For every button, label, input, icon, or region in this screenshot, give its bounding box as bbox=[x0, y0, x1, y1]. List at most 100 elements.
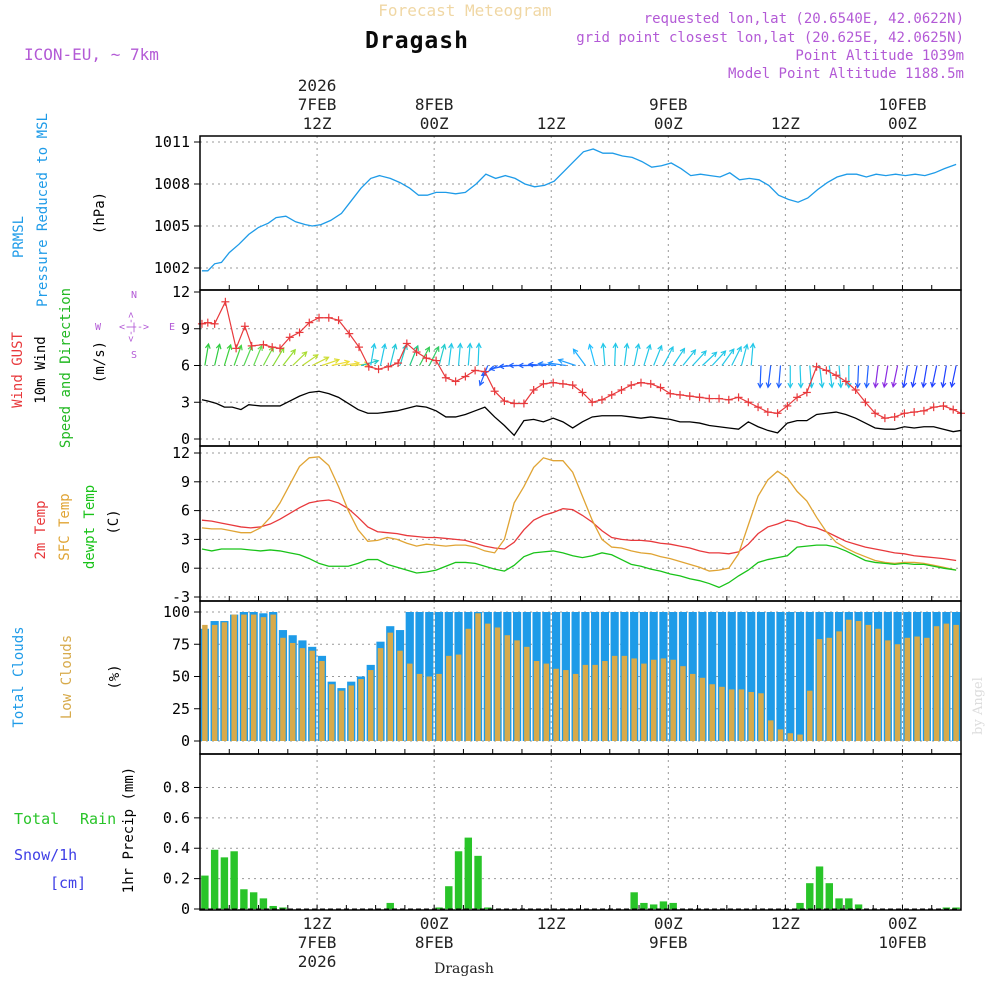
wind-arrow-52 bbox=[711, 350, 727, 366]
wind-arrow-shaft-24 bbox=[438, 344, 446, 366]
wind-arrow-head-53 bbox=[728, 348, 735, 355]
temperature-ylabel-0: -3 bbox=[172, 588, 190, 606]
wind-arrow-shaft-14 bbox=[341, 362, 360, 367]
wind-label-10m: 10m Wind bbox=[33, 336, 49, 403]
wind-arrow-head-71 bbox=[891, 381, 897, 389]
gust-marker-12 bbox=[305, 318, 314, 327]
wind-arrow-shaft-2 bbox=[223, 344, 232, 366]
rain-bar-48 bbox=[669, 902, 677, 909]
low-cloud-bar-61 bbox=[797, 734, 803, 741]
rain-bar-8 bbox=[279, 907, 287, 909]
wind-arrow-77 bbox=[949, 365, 957, 389]
gust-marker-46 bbox=[636, 378, 645, 387]
low-cloud-bar-39 bbox=[582, 664, 589, 741]
wind-panel: 0 3 6 9 12 bbox=[172, 283, 965, 448]
wind-arrow-shaft-35 bbox=[528, 363, 547, 367]
wind-arrow-shaft-19 bbox=[389, 344, 397, 366]
wind-arrow-shaft-70 bbox=[883, 365, 889, 388]
wind-arrow-16 bbox=[360, 359, 380, 367]
top-tick-label-1-1: 00Z bbox=[420, 114, 449, 133]
gust-marker-69 bbox=[861, 398, 870, 407]
wind-arrow-head-13 bbox=[344, 359, 351, 366]
rain-bar-26 bbox=[454, 851, 463, 909]
wind-arrow-head-39 bbox=[572, 348, 579, 355]
wind-arrow-head-50 bbox=[701, 350, 707, 357]
pressure-panel: 1002 1005 1008 1011 bbox=[154, 133, 962, 291]
rain-bar-3 bbox=[230, 851, 238, 909]
rain-bar-19 bbox=[386, 902, 394, 909]
wind-arrow-38 bbox=[557, 358, 576, 367]
gust-marker-64 bbox=[812, 362, 821, 371]
wind-arrow-head-56 bbox=[749, 342, 756, 349]
low-cloud-bar-21 bbox=[407, 663, 413, 741]
low-cloud-bar-24 bbox=[436, 673, 442, 741]
gust-marker-29 bbox=[471, 366, 480, 375]
low-cloud-bar-57 bbox=[758, 693, 764, 741]
wind-arrow-head-27 bbox=[466, 342, 473, 349]
low-cloud-bar-31 bbox=[504, 635, 511, 741]
total-cloud-bar-59 bbox=[776, 612, 785, 741]
wind-arrow-1 bbox=[214, 343, 222, 366]
gust-marker-18 bbox=[364, 362, 373, 371]
low-cloud-bar-77 bbox=[953, 624, 959, 741]
gust-marker-26 bbox=[441, 373, 450, 382]
wind-arrow-head-10 bbox=[312, 354, 319, 360]
compass-cross: <-|-> bbox=[119, 322, 149, 333]
precip-ylabel-0: 0 bbox=[181, 900, 190, 918]
wind-arrow-head-9 bbox=[301, 351, 308, 357]
low-cloud-bar-9 bbox=[289, 642, 296, 741]
total-cloud-bar-58 bbox=[766, 612, 775, 741]
wind-arrow-shaft-12 bbox=[321, 359, 340, 367]
pressure-ylabel-3: 1011 bbox=[154, 133, 190, 151]
gust-marker-22 bbox=[402, 339, 411, 348]
temp-label-dew: dewpt Temp bbox=[82, 485, 98, 569]
gust-marker-44 bbox=[617, 386, 626, 394]
precip-labels: Total Rain Snow/1h [cm] 1hr Precip (mm) bbox=[14, 767, 137, 893]
gust-marker-65 bbox=[822, 366, 831, 375]
gust-marker-41 bbox=[588, 398, 597, 407]
wind-arrow-shaft-0 bbox=[204, 343, 210, 366]
rain-bar-29 bbox=[484, 907, 492, 909]
wind-arrow-head-61 bbox=[797, 382, 804, 389]
wind-arrow-18 bbox=[379, 342, 387, 366]
wind-arrow-47 bbox=[662, 345, 674, 366]
wind-arrow-shaft-16 bbox=[360, 360, 379, 367]
wind-arrow-shaft-7 bbox=[272, 347, 285, 366]
gust-marker-24 bbox=[422, 354, 431, 363]
low-cloud-bar-47 bbox=[660, 658, 667, 741]
wind-ylabel-3: 9 bbox=[181, 320, 190, 338]
low-cloud-bar-18 bbox=[377, 648, 384, 741]
gust-marker-5 bbox=[240, 322, 249, 331]
gust-marker-38 bbox=[558, 379, 567, 388]
precip-ylabel-2: 0.4 bbox=[163, 839, 190, 857]
wind-arrow-58 bbox=[765, 365, 772, 389]
wind-arrow-shaft-40 bbox=[588, 344, 596, 366]
low-cloud-bar-5 bbox=[250, 614, 257, 741]
low-cloud-bar-10 bbox=[299, 648, 306, 741]
cloud-labels: Total Clouds Low Clouds (%) bbox=[11, 626, 123, 727]
wind-arrow-head-59 bbox=[776, 382, 782, 389]
gust-marker-28 bbox=[461, 372, 470, 381]
rain-bar-27 bbox=[464, 837, 473, 909]
wind-labels: Wind GUST 10m Wind Speed and Direction (… bbox=[10, 288, 175, 448]
gust-marker-72 bbox=[890, 412, 899, 421]
wind-arrow-shaft-49 bbox=[682, 349, 696, 366]
wind-arrow-head-73 bbox=[910, 381, 917, 389]
gust-marker-37 bbox=[549, 378, 558, 387]
wind-arrow-shaft-45 bbox=[643, 344, 651, 366]
wind-arrow-head-38 bbox=[557, 358, 564, 364]
rain-bar-6 bbox=[259, 898, 268, 909]
low-cloud-bar-59 bbox=[777, 729, 784, 741]
precip-ylabel-4: 0.8 bbox=[163, 778, 190, 796]
bottom-tick-label-1-0: 00Z bbox=[420, 914, 449, 933]
wind-arrow-head-66 bbox=[845, 382, 852, 389]
gust-marker-19 bbox=[374, 365, 383, 374]
wind-ylabel-0: 0 bbox=[181, 430, 190, 448]
gust-marker-8 bbox=[268, 343, 277, 352]
wind-arrow-51 bbox=[702, 351, 718, 366]
wind-ylabel-4: 12 bbox=[172, 283, 190, 301]
wind-arrow-shaft-75 bbox=[931, 365, 938, 387]
clouds-ylabel-4: 100 bbox=[163, 603, 190, 621]
